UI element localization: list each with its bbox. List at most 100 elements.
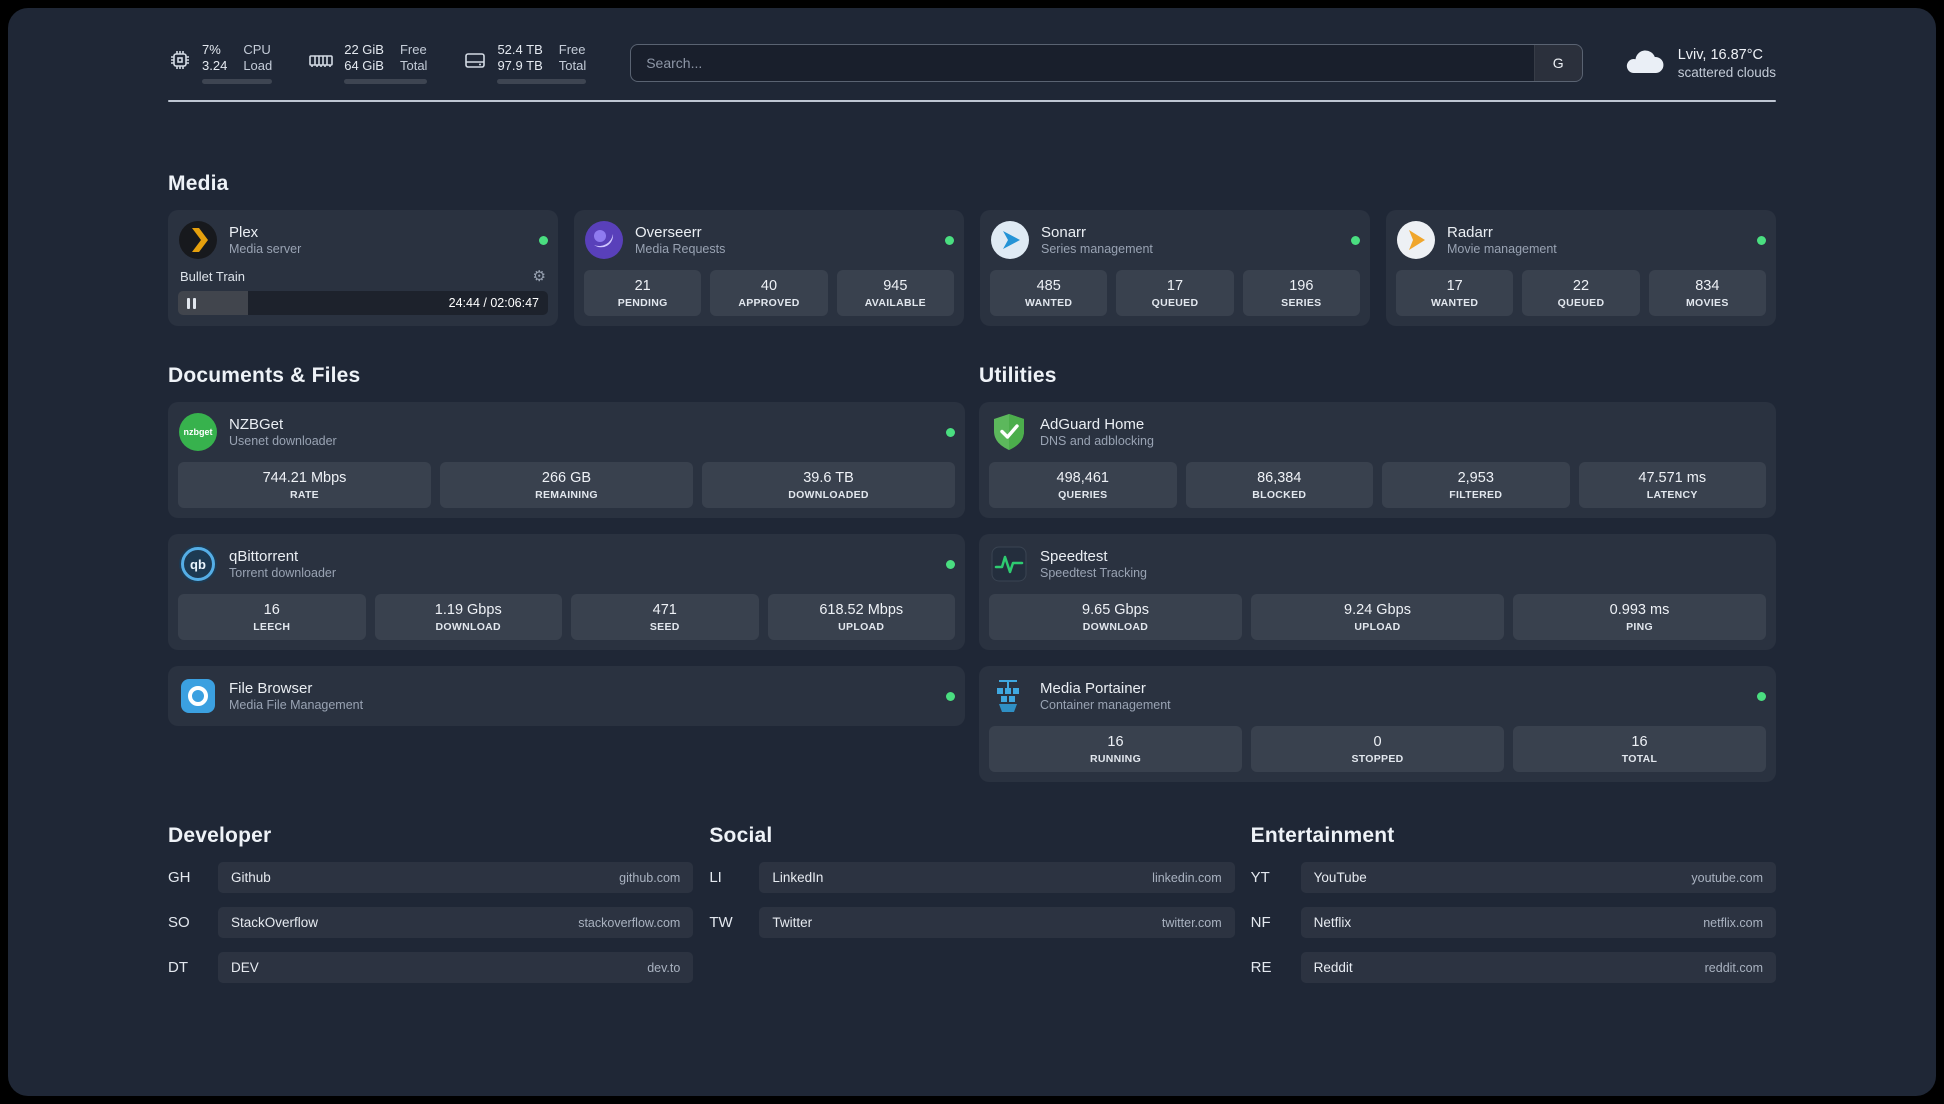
status-dot bbox=[946, 427, 955, 437]
pause-button[interactable] bbox=[187, 297, 196, 309]
overseerr-icon bbox=[584, 220, 624, 260]
stat-tile: 498,461 QUERIES bbox=[989, 462, 1177, 508]
filebrowser-icon bbox=[178, 676, 218, 716]
stat-tile: 471 SEED bbox=[571, 594, 759, 640]
service-subtitle: Media Requests bbox=[635, 242, 726, 256]
stat-tile: 618.52 Mbps UPLOAD bbox=[767, 594, 955, 640]
status-dot bbox=[1757, 235, 1766, 245]
section-title-entertainment: Entertainment bbox=[1250, 824, 1395, 847]
plex-icon bbox=[178, 220, 218, 260]
service-card-plex[interactable]: Plex Media server Bullet Train ⚙ bbox=[168, 210, 558, 326]
weather-widget: Lviv, 16.87°C scattered clouds bbox=[1623, 46, 1776, 81]
speedtest-icon bbox=[989, 544, 1029, 584]
section-title-media: Media bbox=[168, 172, 229, 195]
bookmark-link[interactable]: Github github.com bbox=[218, 862, 694, 893]
disk-progress-bar bbox=[497, 79, 587, 84]
bookmark-stackoverflow: SO StackOverflow stackoverflow.com bbox=[168, 907, 694, 938]
bookmark-abbr: RE bbox=[1250, 959, 1272, 976]
bookmark-abbr: YT bbox=[1250, 869, 1270, 886]
memory-resource-widget: 22 GiB Free 64 GiB Total bbox=[308, 42, 428, 84]
service-card-sonarr[interactable]: Sonarr Series management 485 WANTED 17 Q… bbox=[980, 210, 1370, 326]
service-subtitle: Series management bbox=[1041, 242, 1153, 256]
service-card-portainer[interactable]: Media Portainer Container management 16 … bbox=[979, 666, 1776, 782]
service-subtitle: Torrent downloader bbox=[229, 566, 337, 580]
service-name: Overseerr bbox=[635, 224, 702, 241]
bookmark-twitter: TW Twitter twitter.com bbox=[709, 907, 1235, 938]
stat-tile: 16 RUNNING bbox=[989, 726, 1242, 772]
stat-tile: 86,384 BLOCKED bbox=[1185, 462, 1373, 508]
bookmark-linkedin: LI LinkedIn linkedin.com bbox=[709, 862, 1235, 893]
playback-time: 24:44 / 02:06:47 bbox=[448, 296, 539, 310]
stat-tile: 0 STOPPED bbox=[1251, 726, 1504, 772]
section-utilities: Utilities AdGuard Home DNS and adblockin… bbox=[979, 364, 1776, 782]
bookmark-link[interactable]: DEV dev.to bbox=[218, 952, 694, 983]
service-card-speedtest[interactable]: Speedtest Speedtest Tracking 9.65 Gbps D… bbox=[979, 534, 1776, 650]
search-provider-button[interactable]: G bbox=[1533, 45, 1582, 81]
section-title-documents: Documents & Files bbox=[168, 364, 361, 387]
sonarr-icon bbox=[990, 220, 1030, 260]
bookmark-github: GH Github github.com bbox=[168, 862, 694, 893]
stat-tile: 196 SERIES bbox=[1242, 270, 1360, 316]
stat-tile: 1.19 Gbps DOWNLOAD bbox=[374, 594, 562, 640]
bookmark-abbr: LI bbox=[709, 869, 722, 886]
stat-tile: 2,953 FILTERED bbox=[1382, 462, 1570, 508]
service-card-adguard[interactable]: AdGuard Home DNS and adblocking 498,461 … bbox=[979, 402, 1776, 518]
disk-total-value: 97.9 TB bbox=[497, 58, 543, 73]
svg-text:nzbget: nzbget bbox=[184, 427, 213, 437]
service-subtitle: Speedtest Tracking bbox=[1040, 566, 1148, 580]
status-dot bbox=[945, 235, 954, 245]
stat-tile: 39.6 TB DOWNLOADED bbox=[702, 462, 955, 508]
bookmark-abbr: NF bbox=[1250, 914, 1271, 931]
disk-free-label: Free bbox=[558, 42, 586, 57]
status-dot bbox=[539, 235, 548, 245]
service-name: File Browser bbox=[229, 680, 313, 697]
service-card-nzbget[interactable]: nzbget NZBGet Usenet downloader 744.21 M… bbox=[168, 402, 965, 518]
bookmark-link[interactable]: Reddit reddit.com bbox=[1300, 952, 1776, 983]
cpu-resource-widget: 7% CPU 3.24 Load bbox=[168, 42, 273, 84]
service-subtitle: DNS and adblocking bbox=[1040, 434, 1154, 448]
topbar-divider bbox=[168, 100, 1776, 102]
memory-total-value: 64 GiB bbox=[344, 58, 384, 73]
service-card-overseerr[interactable]: Overseerr Media Requests 21 PENDING 40 A… bbox=[574, 210, 964, 326]
bookmark-abbr: GH bbox=[168, 869, 191, 886]
memory-free-label: Free bbox=[399, 42, 427, 57]
search-input[interactable] bbox=[631, 45, 1534, 81]
disk-total-label: Total bbox=[558, 58, 587, 73]
memory-free-value: 22 GiB bbox=[344, 42, 384, 57]
service-subtitle: Usenet downloader bbox=[229, 434, 337, 448]
bookmark-link[interactable]: Netflix netflix.com bbox=[1300, 907, 1776, 938]
cpu-usage-value: 7% bbox=[202, 42, 221, 57]
cpu-progress-bar bbox=[202, 79, 273, 84]
cpu-usage-label: CPU bbox=[243, 42, 271, 57]
bookmark-dev: DT DEV dev.to bbox=[168, 952, 694, 983]
bookmark-link[interactable]: LinkedIn linkedin.com bbox=[759, 862, 1235, 893]
stat-tile: 17 QUEUED bbox=[1116, 270, 1234, 316]
service-subtitle: Media server bbox=[229, 242, 302, 256]
status-dot bbox=[946, 559, 955, 569]
service-card-qbittorrent[interactable]: qb qBittorrent Torrent downloader 16 bbox=[168, 534, 965, 650]
stat-tile: 9.65 Gbps DOWNLOAD bbox=[989, 594, 1242, 640]
service-card-filebrowser[interactable]: File Browser Media File Management bbox=[168, 666, 965, 726]
stat-tile: 47.571 ms LATENCY bbox=[1578, 462, 1766, 508]
status-dot bbox=[1351, 235, 1360, 245]
playback-progress-bar[interactable]: 24:44 / 02:06:47 bbox=[178, 291, 548, 315]
bookmark-abbr: TW bbox=[709, 914, 733, 931]
search-bar: G bbox=[630, 44, 1583, 82]
bookmark-link[interactable]: StackOverflow stackoverflow.com bbox=[218, 907, 694, 938]
gear-icon[interactable]: ⚙ bbox=[532, 268, 546, 285]
service-subtitle: Movie management bbox=[1447, 242, 1557, 256]
stat-tile: 16 LEECH bbox=[178, 594, 366, 640]
cpu-load-value: 3.24 bbox=[202, 58, 228, 73]
nzbget-icon: nzbget bbox=[178, 412, 218, 452]
stat-tile: 9.24 Gbps UPLOAD bbox=[1251, 594, 1504, 640]
service-name: Sonarr bbox=[1041, 224, 1087, 241]
stat-tile: 266 GB REMAINING bbox=[440, 462, 693, 508]
stat-tile: 16 TOTAL bbox=[1513, 726, 1766, 772]
section-media: Media Plex Media server bbox=[168, 172, 1776, 326]
service-card-radarr[interactable]: Radarr Movie management 17 WANTED 22 QUE… bbox=[1386, 210, 1776, 326]
section-title-developer: Developer bbox=[168, 824, 272, 847]
service-name: Speedtest bbox=[1040, 548, 1108, 565]
bookmark-link[interactable]: YouTube youtube.com bbox=[1300, 862, 1776, 893]
bookmark-link[interactable]: Twitter twitter.com bbox=[759, 907, 1235, 938]
stat-tile: 40 APPROVED bbox=[710, 270, 828, 316]
